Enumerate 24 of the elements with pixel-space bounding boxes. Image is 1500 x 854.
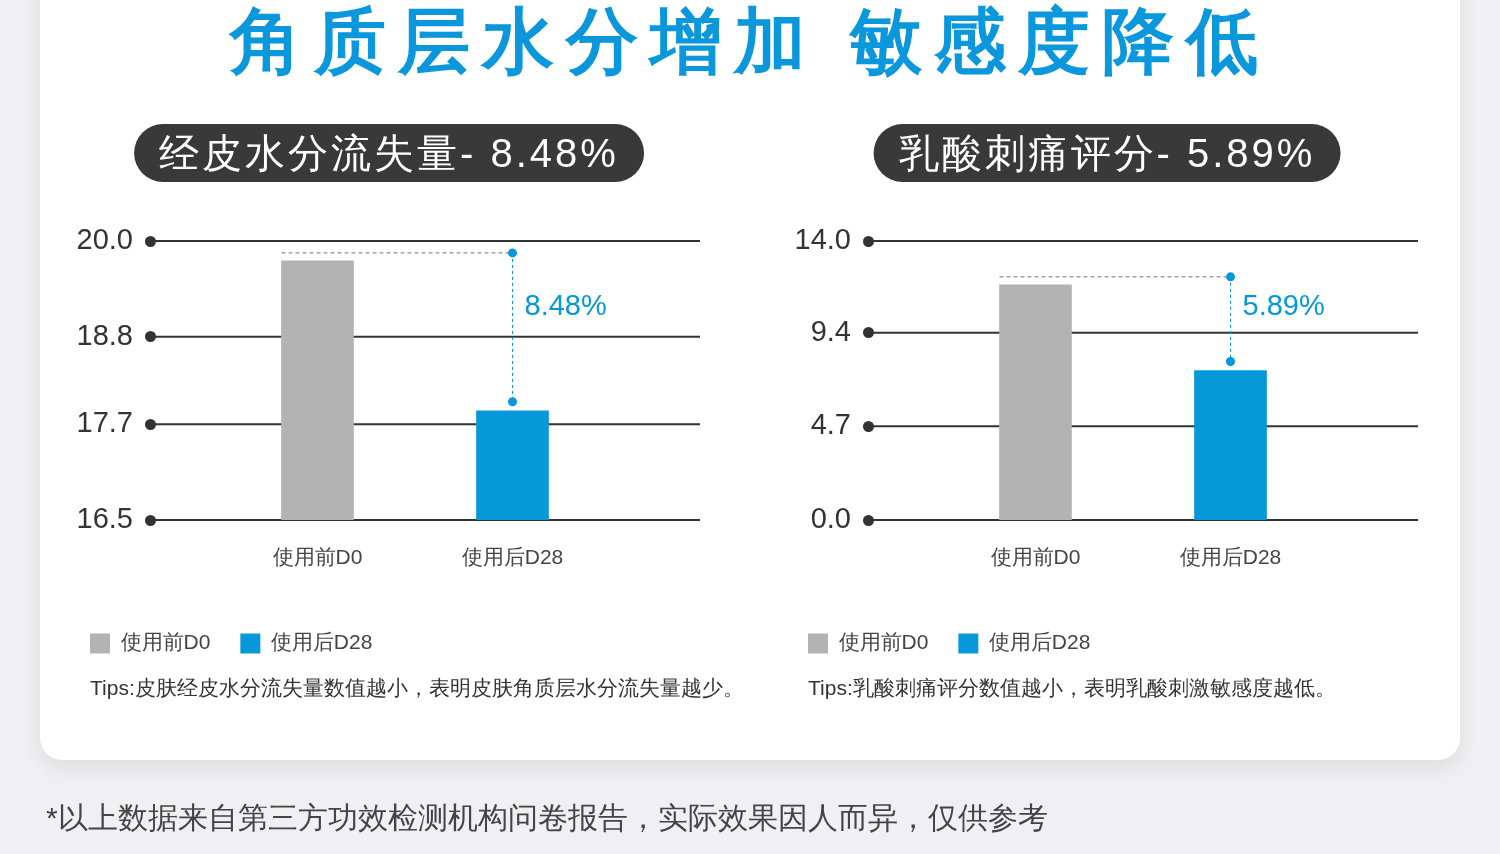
x-tick-label: 使用后D28: [461, 545, 564, 569]
chart-title: 经皮水分流失量- 8.48%: [134, 124, 644, 182]
y-tick-label: 14.0: [794, 223, 851, 255]
legend-label: 使用前D0: [838, 630, 929, 654]
y-tick-label: 20.0: [76, 223, 133, 255]
annotation: 5.89%: [1242, 289, 1325, 321]
x-tick-label: 使用前D0: [272, 545, 363, 569]
legend-label: 使用后D28: [270, 630, 373, 654]
y-tick-label: 9.4: [810, 314, 851, 347]
chart-title: 乳酸刺痛评分- 5.89%: [873, 124, 1341, 182]
legend-label: 使用后D28: [988, 630, 1091, 654]
x-tick-label: 使用后D28: [1179, 545, 1282, 569]
y-tick-label: 16.5: [76, 502, 133, 534]
annotation: 8.48%: [524, 289, 607, 321]
text: Tips:乳酸刺痛评分数值越小，表明乳酸刺激敏感度越低。: [808, 675, 1336, 701]
y-tick-label: 4.7: [810, 408, 851, 441]
y-tick-label: 17.7: [76, 406, 133, 439]
y-tick-label: 18.8: [76, 318, 133, 351]
y-tick-label: 0.0: [810, 502, 851, 534]
legend-label: 使用前D0: [120, 630, 211, 654]
text: 角质层水分增加 敏感度降低: [227, 0, 1271, 82]
text: Tips:皮肤经皮水分流失量数值越小，表明皮肤角质层水分流失量越少。: [90, 675, 744, 701]
x-tick-label: 使用前D0: [990, 545, 1081, 569]
text: *以上数据来自第三方功效检测机构问卷报告，实际效果因人而异，仅供参考: [46, 800, 1048, 836]
